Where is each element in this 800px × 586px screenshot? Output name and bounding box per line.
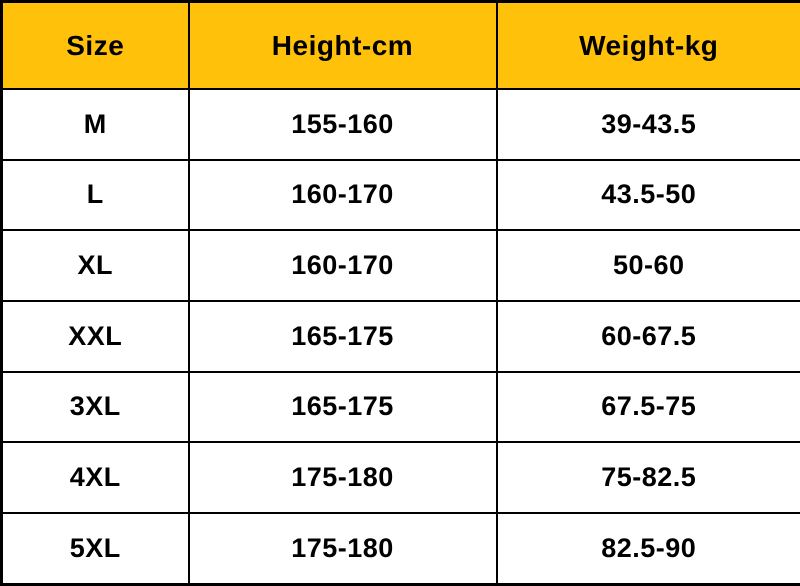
size-cell: XL	[0, 229, 190, 302]
table-body: M 155-160 39-43.5 L 160-170 43.5-50 XL 1…	[0, 88, 800, 586]
size-cell: 5XL	[0, 511, 190, 586]
table-row: 4XL 175-180 75-82.5	[0, 441, 800, 514]
weight-cell: 43.5-50	[495, 158, 800, 232]
table-row: M 155-160 39-43.5	[0, 88, 800, 161]
header-row: Size Height-cm Weight-kg	[0, 0, 800, 90]
size-cell: 4XL	[0, 441, 190, 514]
weight-cell: 50-60	[495, 229, 800, 302]
header-cell-height: Height-cm	[187, 0, 498, 90]
height-cell: 160-170	[187, 229, 498, 302]
table-row: XL 160-170 50-60	[0, 229, 800, 302]
height-cell: 165-175	[187, 299, 498, 373]
size-cell: M	[0, 88, 190, 161]
weight-cell: 82.5-90	[495, 511, 800, 586]
weight-cell: 60-67.5	[495, 299, 800, 373]
table-row: 3XL 165-175 67.5-75	[0, 370, 800, 444]
header-cell-weight: Weight-kg	[495, 0, 800, 90]
weight-cell: 75-82.5	[495, 441, 800, 514]
size-cell: XXL	[0, 299, 190, 373]
size-cell: L	[0, 158, 190, 232]
table-row: 5XL 175-180 82.5-90	[0, 511, 800, 586]
table-row: L 160-170 43.5-50	[0, 158, 800, 232]
height-cell: 165-175	[187, 370, 498, 444]
header-cell-size: Size	[0, 0, 190, 90]
size-cell: 3XL	[0, 370, 190, 444]
height-cell: 175-180	[187, 511, 498, 586]
height-cell: 175-180	[187, 441, 498, 514]
weight-cell: 67.5-75	[495, 370, 800, 444]
weight-cell: 39-43.5	[495, 88, 800, 161]
height-cell: 155-160	[187, 88, 498, 161]
table-header: Size Height-cm Weight-kg	[0, 0, 800, 90]
height-cell: 160-170	[187, 158, 498, 232]
table-row: XXL 165-175 60-67.5	[0, 299, 800, 373]
